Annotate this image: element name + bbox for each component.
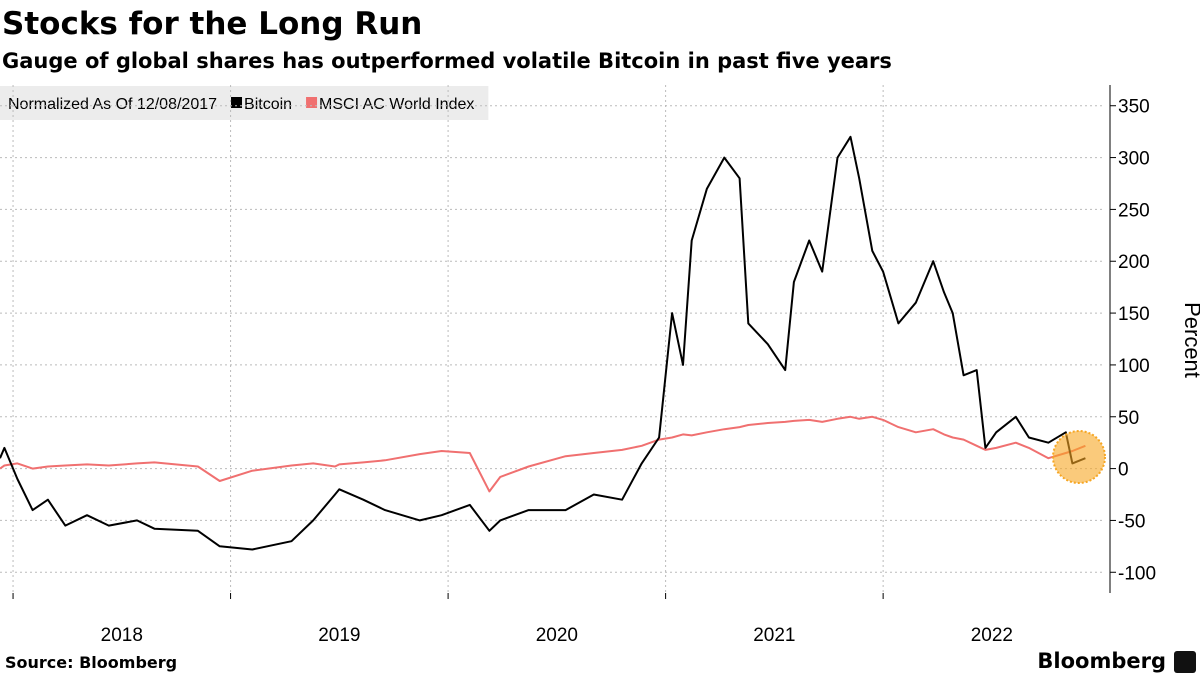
source: Source: Bloomberg [5, 653, 177, 672]
y-tick-label: -100 [1118, 563, 1156, 584]
y-tick-label: 150 [1118, 304, 1150, 325]
legend-swatch [306, 97, 318, 108]
y-tick-label: 200 [1118, 252, 1150, 273]
legend: Normalized As Of 12/08/2017 Bitcoin MSCI A… [8, 96, 474, 113]
legend-label: MSCI AC World Index [319, 96, 474, 113]
x-tick-label: 2018 [101, 625, 143, 646]
highlight [1052, 430, 1106, 484]
brand-icon [1174, 651, 1196, 673]
brand: Bloomberg [1037, 649, 1166, 673]
chart-subtitle: Gauge of global shares has outperformed … [2, 49, 892, 73]
plot: -100 -50 0 50 100 150 200 250 300 350 2018 2019 2020… [0, 85, 1156, 646]
legend-swatch [231, 97, 243, 108]
legend-label: Bitcoin [244, 96, 292, 113]
x-tick-label: 2022 [971, 625, 1013, 646]
x-tick-label: 2019 [318, 625, 360, 646]
y-axis-label: Percent [1180, 302, 1200, 378]
y-tick-label: 300 [1118, 149, 1150, 170]
x-tick-label: 2021 [753, 625, 795, 646]
y-tick-label: 0 [1118, 460, 1129, 481]
line-series [0, 135, 1086, 551]
y-tick-label: 350 [1118, 97, 1150, 118]
y-tick-label: 100 [1118, 356, 1150, 377]
y-tick-label: 50 [1118, 408, 1139, 429]
legend-box [0, 86, 489, 120]
legend-title: Normalized As Of 12/08/2017 [8, 96, 217, 113]
y-tick-label: 250 [1118, 200, 1150, 221]
x-tick-label: 2020 [536, 625, 578, 646]
line-series [0, 415, 1086, 493]
chart-title: Stocks for the Long Run [2, 6, 422, 42]
y-tick-label: -50 [1118, 511, 1145, 532]
